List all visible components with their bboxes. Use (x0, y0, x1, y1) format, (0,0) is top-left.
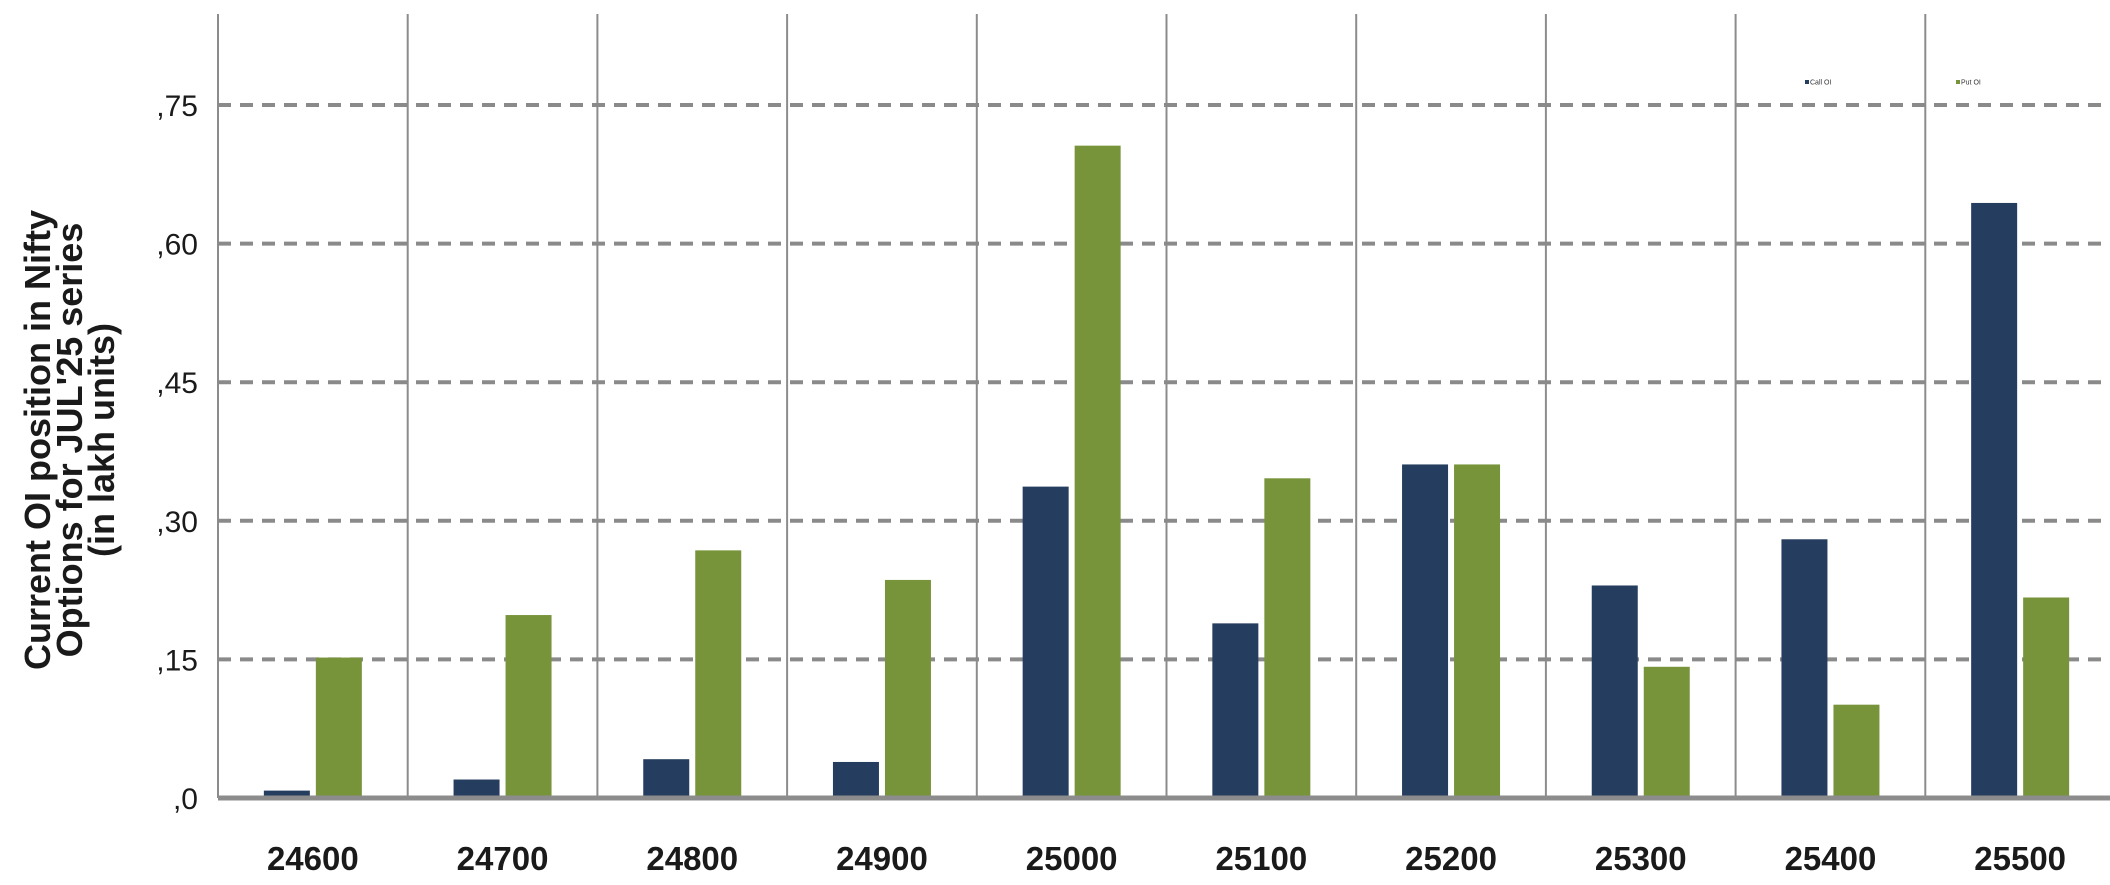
bar-put-25200 (1454, 464, 1501, 798)
x-tick-label-25200: 25200 (1405, 840, 1497, 877)
y-tick-label-4: ,60 (156, 229, 198, 262)
x-tick-label-25400: 25400 (1785, 840, 1877, 877)
y-tick-label-2: ,30 (156, 506, 198, 539)
legend-label-put: Put OI (1961, 80, 1981, 87)
y-axis-label-line-1: Current OI position in Nifty (17, 210, 58, 670)
bar-put-24700 (505, 615, 552, 798)
x-tick-label-24600: 24600 (267, 840, 359, 877)
y-tick-label-5: ,75 (156, 90, 198, 123)
y-tick-label-0: ,0 (173, 783, 198, 816)
bar-call-25000 (1022, 486, 1069, 798)
bar-call-24600 (263, 790, 310, 798)
x-tick-label-24900: 24900 (836, 840, 928, 877)
x-tick-label-25300: 25300 (1595, 840, 1687, 877)
bar-call-25400 (1781, 539, 1828, 798)
bar-put-25300 (1643, 666, 1690, 798)
bar-call-24900 (832, 761, 879, 798)
y-axis-label-line-3: (in lakh units) (81, 323, 122, 557)
legend-swatch-put (1956, 80, 1960, 84)
bar-call-24700 (453, 779, 500, 798)
bar-call-25200 (1402, 464, 1449, 798)
x-tick-label-25000: 25000 (1026, 840, 1118, 877)
legend-swatch-call (1805, 80, 1809, 84)
bar-put-24600 (315, 657, 362, 798)
bar-put-24800 (695, 550, 742, 798)
y-axis-label-line-2: Options for JUL'25 series (49, 223, 90, 658)
bar-call-25300 (1591, 585, 1638, 798)
bar-put-24900 (884, 579, 931, 798)
bar-call-25500 (1971, 202, 2018, 799)
y-tick-label-1: ,15 (156, 644, 198, 677)
x-tick-label-25500: 25500 (1974, 840, 2066, 877)
bar-put-25100 (1264, 478, 1311, 798)
x-tick-label-24700: 24700 (457, 840, 549, 877)
bar-call-24800 (643, 759, 690, 798)
bar-put-25500 (2023, 597, 2070, 798)
bar-call-25100 (1212, 623, 1259, 798)
bar-put-25000 (1074, 145, 1121, 798)
x-tick-label-25100: 25100 (1215, 840, 1307, 877)
bar-put-25400 (1833, 704, 1880, 798)
y-tick-label-3: ,45 (156, 367, 198, 400)
legend-label-call: Call OI (1810, 80, 1831, 87)
x-tick-label-24800: 24800 (646, 840, 738, 877)
